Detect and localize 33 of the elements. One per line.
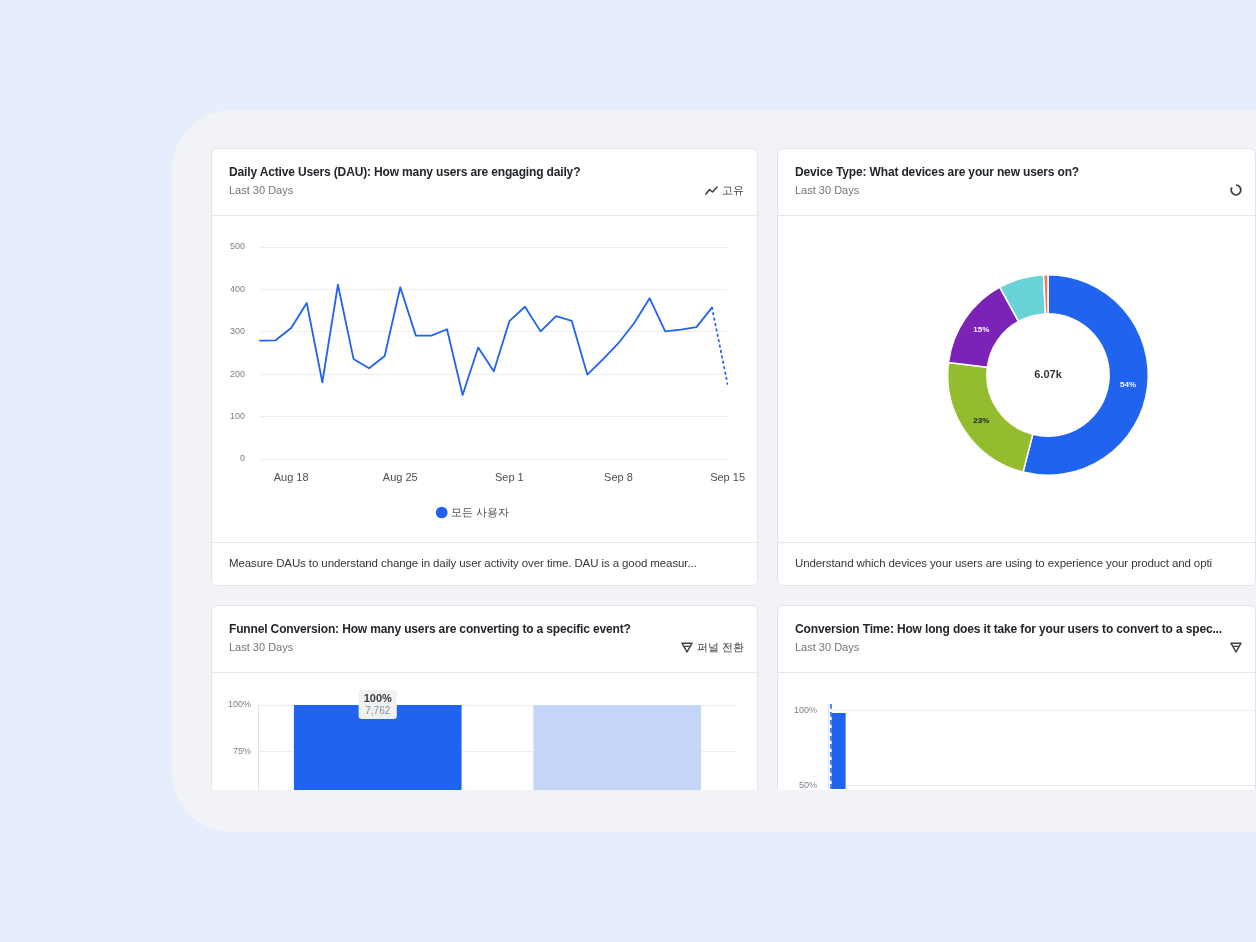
y-tick-label: 100 [229, 411, 245, 422]
legend-label: 모든 사용자 [450, 505, 509, 518]
chart-title: Funnel Conversion: How many users are converting to a specific event? [229, 622, 631, 636]
text: Last 30 Days [795, 184, 860, 196]
chart-subtitle: Last 30 Days [229, 184, 294, 196]
y-tick-label: 0 [239, 453, 245, 464]
y-tick-label: 100% [793, 704, 817, 715]
x-tick-label: Sep 8 [604, 470, 633, 483]
y-tick-label: 75% [232, 745, 251, 756]
x-tick-label: Sep 15 [710, 470, 746, 483]
x-tick-label: Aug 25 [382, 470, 418, 483]
data-label: 15% [973, 324, 990, 334]
text: 6.07k [1034, 368, 1063, 381]
data-label: 100% 7,762 [363, 692, 393, 716]
x-tick-label: Aug 18 [273, 470, 309, 483]
text: Measure DAUs to understand change in daily user activity over time. DAU is a good measur... [229, 557, 697, 569]
data-label: 23% [973, 415, 990, 425]
y-tick-label: 300 [229, 326, 245, 337]
chart-title: Device Type: What devices are your new users on? [795, 165, 1080, 179]
y-tick-label: 100% [227, 699, 251, 710]
text: 고유 [722, 182, 744, 198]
y-tick-label: 500 [229, 241, 245, 252]
chart-subtitle: Last 30 Days [795, 641, 860, 653]
x-tick-label: Sep 1 [494, 470, 524, 483]
y-tick-label: 400 [229, 283, 245, 294]
y-tick-label: 200 [229, 368, 245, 379]
chart-title: Daily Active Users (DAU): How many users are engaging daily? [229, 165, 581, 179]
chart-title: Conversion Time: How long does it take for your users to convert to a spec... [795, 622, 1222, 636]
y-tick-label: 50% [798, 780, 817, 791]
data-label: 54% [1120, 380, 1137, 390]
chart-subtitle: Last 30 Days [229, 641, 294, 653]
text: 퍼널 전환 [696, 639, 744, 655]
text: Understand which devices your users are using to experience your product and opti [795, 557, 1213, 569]
